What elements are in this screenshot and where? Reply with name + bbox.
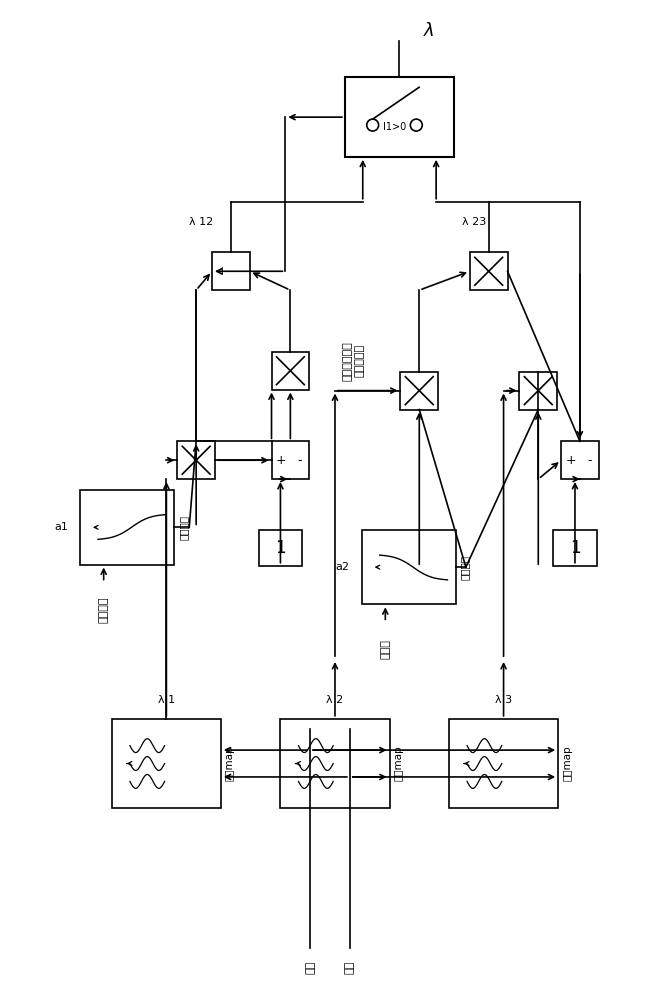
- Text: 储氧量: 储氧量: [380, 639, 390, 659]
- Text: a2: a2: [336, 562, 350, 572]
- Text: λ 3: λ 3: [495, 695, 512, 705]
- Text: λ: λ: [424, 22, 434, 40]
- Bar: [272, 352, 309, 390]
- Bar: [80, 490, 174, 565]
- Bar: [553, 530, 597, 566]
- Text: λ 12: λ 12: [189, 217, 213, 227]
- Text: 1: 1: [569, 539, 580, 557]
- Bar: [212, 252, 250, 290]
- Text: 运行时间: 运行时间: [99, 596, 109, 623]
- Bar: [400, 372, 438, 410]
- Text: -: -: [587, 454, 591, 467]
- Text: 第三map: 第三map: [562, 746, 572, 781]
- Text: -: -: [238, 265, 242, 278]
- Text: +: +: [565, 454, 576, 467]
- Text: λ 1: λ 1: [158, 695, 175, 705]
- Bar: [177, 441, 215, 479]
- Text: 运行时间是否: 运行时间是否: [343, 341, 353, 381]
- Text: 第一map: 第一map: [225, 746, 235, 781]
- Text: 达到一定值: 达到一定值: [355, 344, 365, 377]
- Bar: [112, 719, 221, 808]
- Bar: [272, 441, 309, 479]
- Bar: [362, 530, 456, 604]
- Text: I1>0: I1>0: [383, 122, 406, 132]
- Text: λ 23: λ 23: [462, 217, 486, 227]
- Bar: [280, 719, 390, 808]
- Text: +: +: [276, 454, 286, 467]
- Text: 转速: 转速: [305, 961, 315, 974]
- Bar: [561, 441, 599, 479]
- Bar: [449, 719, 558, 808]
- Bar: [345, 77, 454, 157]
- Bar: [470, 252, 507, 290]
- Text: 第三曲线: 第三曲线: [460, 555, 470, 580]
- Text: λ 2: λ 2: [326, 695, 344, 705]
- Text: 第二map: 第二map: [394, 746, 404, 781]
- Bar: [258, 530, 302, 566]
- Text: 第一曲线: 第一曲线: [178, 515, 188, 540]
- Text: +: +: [216, 265, 226, 278]
- Text: 负荷: 负荷: [345, 961, 355, 974]
- Text: 1: 1: [275, 539, 286, 557]
- Bar: [519, 372, 557, 410]
- Text: a1: a1: [55, 522, 68, 532]
- Text: -: -: [298, 454, 302, 467]
